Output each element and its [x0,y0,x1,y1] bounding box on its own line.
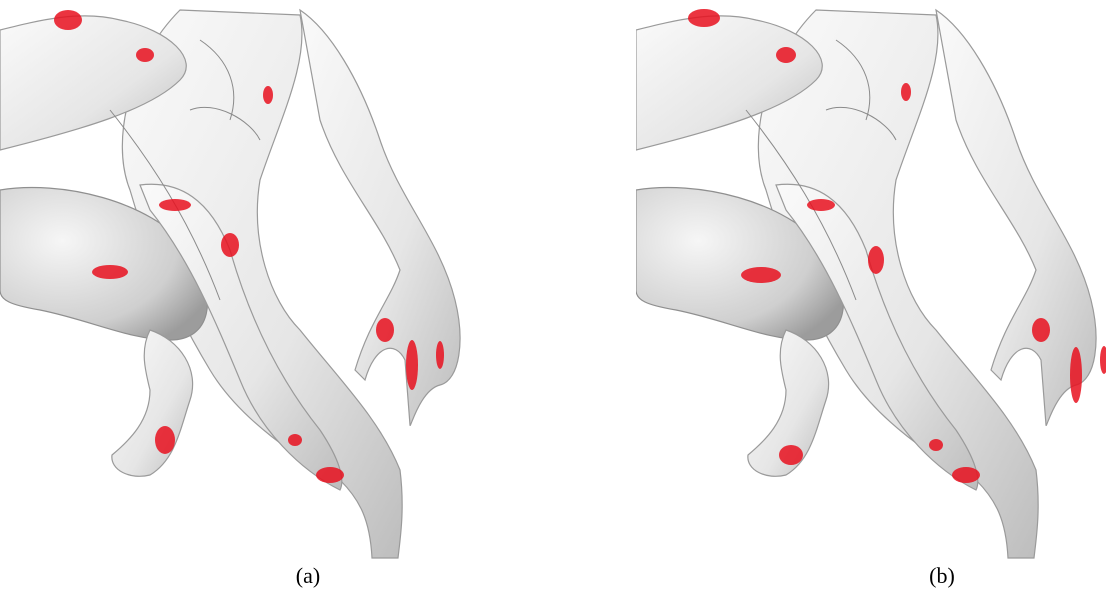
panel-caption: (a) [296,563,320,588]
figure: (a) (b) [0,0,1112,598]
panel-caption: (b) [929,563,955,588]
panel-a-image [0,10,460,558]
panel-b-image [636,9,1108,558]
